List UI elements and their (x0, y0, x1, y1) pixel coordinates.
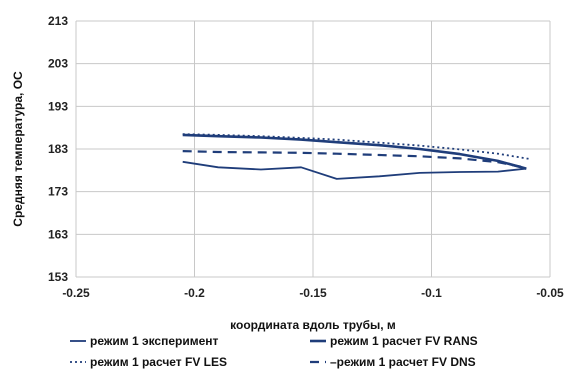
x-tick-label: -0.2 (184, 286, 205, 300)
series-line-4 (182, 150, 527, 169)
y-tick-label: 183 (48, 142, 68, 156)
x-tick-label: -0.15 (299, 286, 327, 300)
y-tick-label: 153 (48, 270, 68, 284)
x-tick-label: -0.1 (421, 286, 442, 300)
legend-label-2: режим 1 расчет FV RANS (330, 334, 478, 348)
y-tick-label: 173 (48, 185, 68, 199)
x-tick-label: -0.25 (62, 286, 90, 300)
series-line-1 (182, 160, 527, 180)
x-tick-label: -0.05 (536, 286, 564, 300)
series-line-2 (182, 133, 527, 170)
legend-label-4: –режим 1 расчет FV DNS (330, 355, 476, 369)
x-axis-title: координата вдоль трубы, м (230, 318, 396, 332)
legend-label-1: режим 1 эксперимент (90, 334, 219, 348)
y-axis-title: Средняя температура, ОС (11, 71, 25, 227)
y-tick-label: 193 (48, 99, 68, 113)
y-tick-label: 203 (48, 57, 68, 71)
y-tick-label: 163 (48, 227, 68, 241)
series-line-3 (182, 133, 532, 161)
legend-label-3: режим 1 расчет FV LES (90, 355, 227, 369)
y-tick-label: 213 (48, 14, 68, 28)
